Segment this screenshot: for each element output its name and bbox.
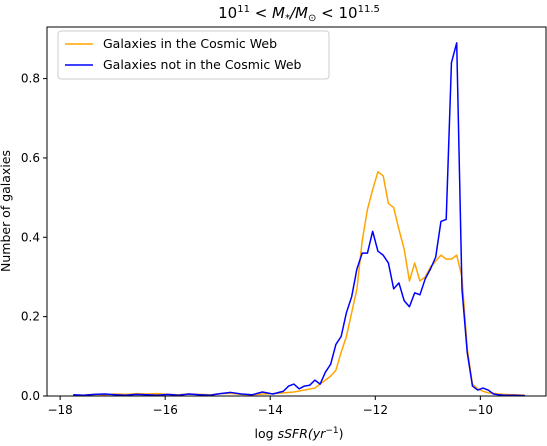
- x-label-log: log: [255, 426, 274, 441]
- x-axis-label: log sSFR(yr−1): [255, 426, 344, 441]
- chart-title: 1011 < M*/M⊙ < 1011.5: [218, 4, 380, 24]
- title-slash: /M: [288, 4, 308, 22]
- x-label-exp: −1: [325, 426, 338, 436]
- legend: Galaxies in the Cosmic Web Galaxies not …: [57, 30, 330, 80]
- title-lhs-exp: 11: [237, 4, 250, 15]
- legend-box: [57, 30, 330, 80]
- title-rhs-exp: 11.5: [358, 4, 380, 15]
- series-layer: [73, 42, 526, 397]
- y-tick-label: 0.4: [21, 230, 40, 244]
- y-tick-label: 0.0: [21, 389, 40, 403]
- series-line-cosmic-web: [73, 171, 526, 396]
- x-label-close: ): [339, 426, 344, 441]
- legend-label-not-cosmic-web: Galaxies not in the Cosmic Web: [103, 57, 302, 72]
- title-rhs: < 10: [316, 4, 357, 22]
- plot-frame: [46, 26, 547, 397]
- title-mid: < M: [250, 4, 285, 22]
- x-tick-label: −18: [47, 403, 72, 417]
- y-tick-label: 0.2: [21, 310, 40, 324]
- x-tick-label: −10: [468, 403, 493, 417]
- y-tick-label: 0.6: [21, 151, 40, 165]
- x-tick-label: −16: [153, 403, 178, 417]
- x-axis-ticks: −18 −16 −14 −12 −10: [47, 396, 493, 417]
- title-lhs-base: 10: [218, 4, 237, 22]
- y-tick-label: 0.8: [21, 72, 40, 86]
- x-label-var: sSFR(yr: [278, 426, 327, 441]
- y-axis-label: Number of galaxies: [0, 150, 13, 272]
- x-tick-label: −12: [363, 403, 388, 417]
- series-line-not-cosmic-web: [73, 42, 526, 397]
- title-mid-sub: *: [285, 13, 290, 24]
- y-axis-ticks: 0.0 0.2 0.4 0.6 0.8: [21, 72, 47, 403]
- title-sun: ⊙: [308, 13, 316, 24]
- legend-label-cosmic-web: Galaxies in the Cosmic Web: [103, 36, 277, 51]
- x-tick-label: −14: [258, 403, 283, 417]
